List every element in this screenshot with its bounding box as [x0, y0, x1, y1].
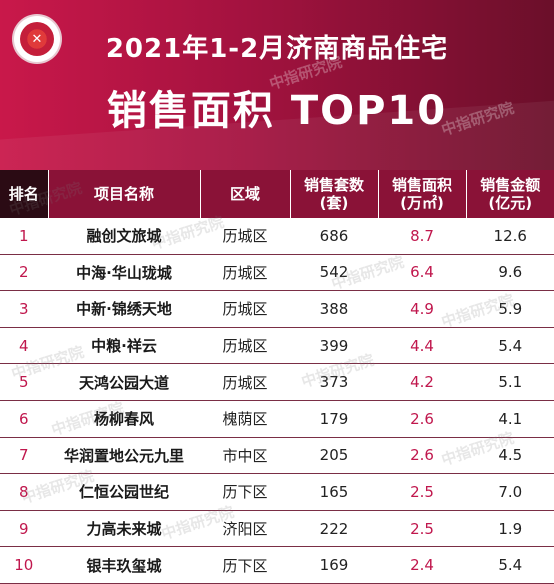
column-header-units: 销售套数 (套)	[290, 170, 379, 218]
table-row: 3 中新·锦绣天地 历城区 388 4.9 5.9	[0, 290, 554, 328]
units-cell: 165	[290, 473, 379, 511]
project-name-cell: 中粮·祥云	[48, 327, 201, 365]
units-cell: 388	[290, 290, 379, 328]
column-header-area: 销售面积 (万㎡)	[378, 170, 467, 218]
rank-cell: 1	[0, 218, 49, 255]
amount-cell: 7.0	[466, 473, 554, 511]
table-row: 1 融创文旅城 历城区 686 8.7 12.6	[0, 218, 554, 255]
project-name-cell: 融创文旅城	[48, 218, 201, 255]
units-cell: 373	[290, 363, 379, 401]
project-name-cell: 天鸿公园大道	[48, 363, 201, 401]
project-name-cell: 中新·锦绣天地	[48, 290, 201, 328]
table-row: 8 仁恒公园世纪 历下区 165 2.5 7.0	[0, 473, 554, 511]
seal-icon: ✕	[20, 22, 54, 56]
project-name-cell: 力高未来城	[48, 510, 201, 548]
project-name-cell: 杨柳春风	[48, 400, 201, 438]
area-cell: 4.4	[378, 327, 467, 365]
area-cell: 4.9	[378, 290, 467, 328]
rank-cell: 4	[0, 327, 49, 365]
district-cell: 历城区	[200, 363, 291, 401]
rank-cell: 10	[0, 546, 49, 584]
table-row: 7 华润置地公元九里 市中区 205 2.6 4.5	[0, 437, 554, 475]
logo: ✕	[14, 16, 60, 62]
column-header-amount: 销售金额 (亿元)	[466, 170, 554, 218]
amount-cell: 5.9	[466, 290, 554, 328]
table-header-row: 排名 项目名称 区域 销售套数 (套) 销售面积 (万㎡) 销售金额 (亿元)	[0, 170, 554, 218]
title-banner: ✕ 2021年1-2月济南商品住宅 销售面积 TOP10 中指研究院 中指研究院	[0, 0, 554, 170]
units-cell: 686	[290, 218, 379, 255]
rank-cell: 2	[0, 254, 49, 292]
rank-cell: 7	[0, 437, 49, 475]
rank-cell: 5	[0, 363, 49, 401]
amount-cell: 5.4	[466, 546, 554, 584]
district-cell: 市中区	[200, 437, 291, 475]
table-row: 5 天鸿公园大道 历城区 373 4.2 5.1	[0, 363, 554, 401]
area-cell: 2.6	[378, 437, 467, 475]
area-cell: 2.4	[378, 546, 467, 584]
district-cell: 济阳区	[200, 510, 291, 548]
area-cell: 4.2	[378, 363, 467, 401]
units-cell: 542	[290, 254, 379, 292]
district-cell: 历城区	[200, 327, 291, 365]
district-cell: 历城区	[200, 218, 291, 255]
area-cell: 2.6	[378, 400, 467, 438]
infographic: ✕ 2021年1-2月济南商品住宅 销售面积 TOP10 中指研究院 中指研究院…	[0, 0, 554, 569]
project-name-cell: 仁恒公园世纪	[48, 473, 201, 511]
amount-cell: 5.1	[466, 363, 554, 401]
column-header-name: 项目名称	[48, 170, 201, 218]
table-row: 9 力高未来城 济阳区 222 2.5 1.9	[0, 510, 554, 548]
units-cell: 169	[290, 546, 379, 584]
table-row: 10 银丰玖玺城 历下区 169 2.4 5.4	[0, 546, 554, 584]
table-row: 6 杨柳春风 槐荫区 179 2.6 4.1	[0, 400, 554, 438]
district-cell: 历下区	[200, 546, 291, 584]
units-cell: 399	[290, 327, 379, 365]
amount-cell: 4.1	[466, 400, 554, 438]
area-cell: 2.5	[378, 473, 467, 511]
amount-cell: 1.9	[466, 510, 554, 548]
rank-cell: 3	[0, 290, 49, 328]
amount-cell: 12.6	[466, 218, 554, 255]
amount-cell: 5.4	[466, 327, 554, 365]
amount-cell: 4.5	[466, 437, 554, 475]
district-cell: 历城区	[200, 254, 291, 292]
project-name-cell: 银丰玖玺城	[48, 546, 201, 584]
column-header-district: 区域	[200, 170, 291, 218]
district-cell: 历下区	[200, 473, 291, 511]
project-name-cell: 华润置地公元九里	[48, 437, 201, 475]
amount-cell: 9.6	[466, 254, 554, 292]
district-cell: 槐荫区	[200, 400, 291, 438]
area-cell: 2.5	[378, 510, 467, 548]
table-row: 2 中海·华山珑城 历城区 542 6.4 9.6	[0, 254, 554, 292]
units-cell: 205	[290, 437, 379, 475]
district-cell: 历城区	[200, 290, 291, 328]
table-row: 4 中粮·祥云 历城区 399 4.4 5.4	[0, 327, 554, 365]
ranking-table: 排名 项目名称 区域 销售套数 (套) 销售面积 (万㎡) 销售金额 (亿元) …	[0, 170, 554, 584]
units-cell: 222	[290, 510, 379, 548]
column-header-rank: 排名	[0, 170, 49, 218]
rank-cell: 8	[0, 473, 49, 511]
units-cell: 179	[290, 400, 379, 438]
title-line1: 2021年1-2月济南商品住宅	[105, 34, 449, 64]
rank-cell: 6	[0, 400, 49, 438]
area-cell: 6.4	[378, 254, 467, 292]
rank-cell: 9	[0, 510, 49, 548]
area-cell: 8.7	[378, 218, 467, 255]
project-name-cell: 中海·华山珑城	[48, 254, 201, 292]
